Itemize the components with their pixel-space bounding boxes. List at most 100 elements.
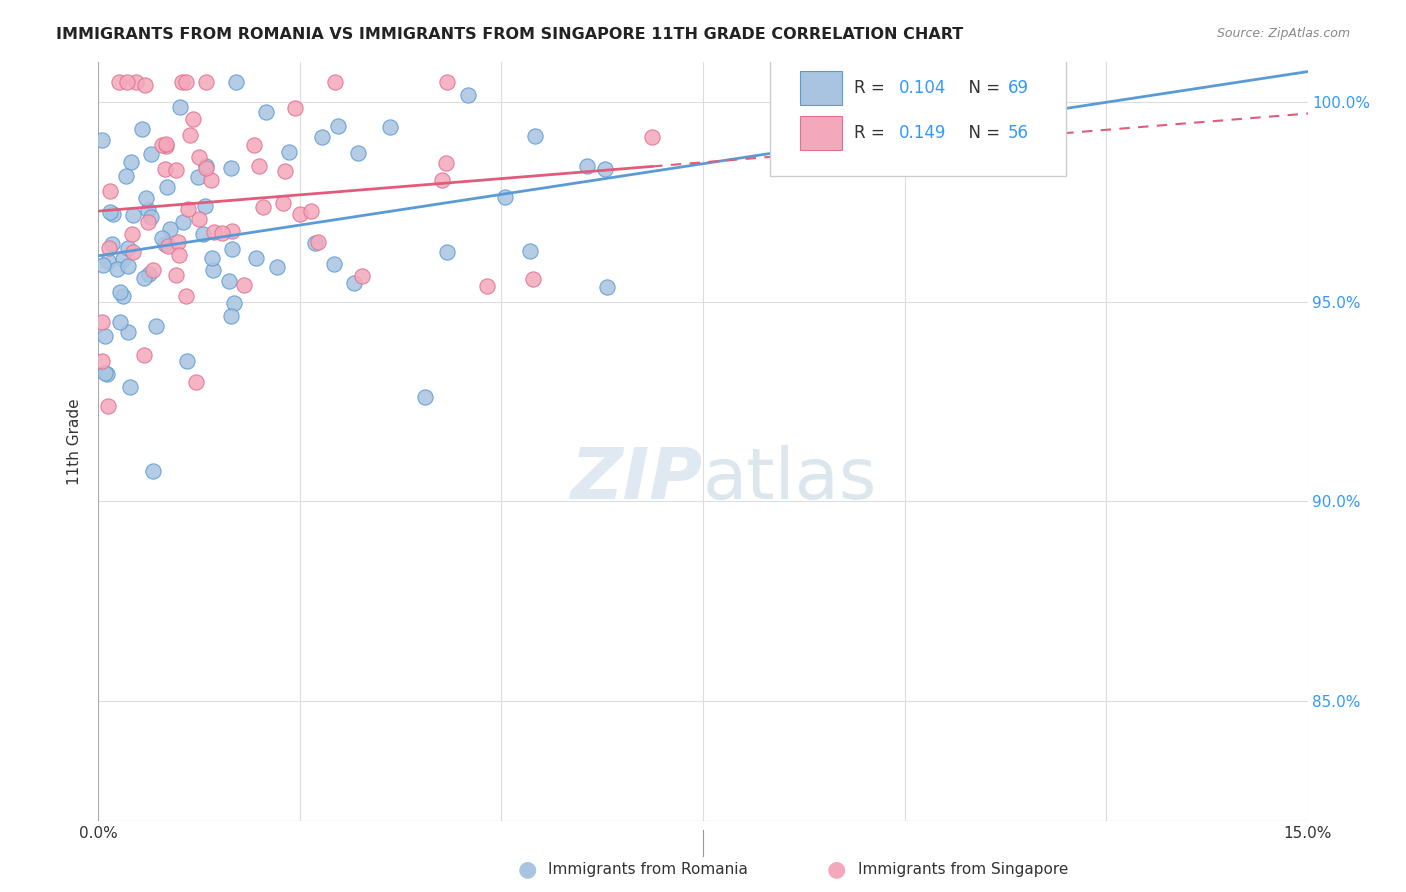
Point bbox=[97, 253, 120, 268]
Point bbox=[219, 161, 242, 175]
Point bbox=[519, 244, 541, 258]
Point bbox=[91, 354, 114, 368]
Point bbox=[165, 163, 187, 178]
Point bbox=[112, 288, 135, 302]
Point bbox=[98, 241, 121, 255]
Point bbox=[266, 260, 288, 274]
Point bbox=[194, 161, 217, 176]
Point bbox=[136, 215, 159, 229]
Point bbox=[155, 136, 177, 151]
Point bbox=[153, 162, 176, 177]
Text: ●: ● bbox=[827, 860, 846, 880]
Point bbox=[174, 75, 197, 89]
Point bbox=[93, 258, 115, 272]
Point bbox=[218, 274, 240, 288]
Point bbox=[105, 261, 128, 276]
Point bbox=[188, 149, 211, 163]
Point bbox=[278, 145, 301, 159]
Text: Source: ZipAtlas.com: Source: ZipAtlas.com bbox=[1216, 27, 1350, 40]
Text: Immigrants from Singapore: Immigrants from Singapore bbox=[858, 863, 1069, 877]
Point bbox=[150, 137, 173, 152]
Point bbox=[202, 262, 225, 277]
Point bbox=[139, 147, 162, 161]
Point bbox=[436, 156, 458, 170]
Point bbox=[155, 180, 177, 194]
Point bbox=[131, 121, 153, 136]
Text: 69: 69 bbox=[1008, 79, 1029, 97]
Point bbox=[194, 75, 217, 89]
Point bbox=[200, 172, 222, 186]
Point bbox=[156, 239, 179, 253]
Point bbox=[247, 159, 270, 173]
Point bbox=[299, 203, 322, 218]
Point bbox=[225, 75, 247, 89]
Y-axis label: 11th Grade: 11th Grade bbox=[67, 398, 83, 485]
Point bbox=[304, 235, 326, 250]
Point bbox=[117, 259, 139, 273]
Point bbox=[224, 295, 246, 310]
Point bbox=[380, 120, 402, 135]
Point bbox=[576, 159, 599, 173]
Point bbox=[436, 244, 458, 259]
Point bbox=[211, 226, 233, 240]
Text: 0.149: 0.149 bbox=[898, 125, 946, 143]
Point bbox=[243, 137, 266, 152]
Point bbox=[132, 348, 155, 362]
Point bbox=[179, 128, 201, 142]
Point bbox=[457, 88, 479, 103]
Point bbox=[343, 276, 366, 290]
Point bbox=[254, 104, 277, 119]
Point bbox=[352, 268, 374, 283]
Point bbox=[201, 251, 224, 265]
Point bbox=[145, 318, 167, 333]
Point bbox=[91, 315, 114, 329]
Point bbox=[524, 128, 547, 143]
Point bbox=[114, 169, 136, 183]
Point bbox=[138, 268, 160, 282]
Point bbox=[142, 464, 165, 478]
Bar bbox=[800, 116, 842, 150]
Point bbox=[307, 235, 329, 250]
Point bbox=[174, 288, 197, 302]
Point bbox=[522, 272, 544, 286]
Text: N =: N = bbox=[957, 125, 1005, 143]
Point bbox=[159, 222, 181, 236]
Text: atlas: atlas bbox=[703, 445, 877, 514]
Point bbox=[134, 78, 156, 92]
Text: 0.104: 0.104 bbox=[898, 79, 946, 97]
Point bbox=[245, 251, 267, 265]
Point bbox=[219, 310, 242, 324]
Point bbox=[172, 215, 194, 229]
Point bbox=[169, 100, 191, 114]
Point bbox=[167, 248, 190, 262]
Text: R =: R = bbox=[855, 79, 890, 97]
Bar bbox=[800, 71, 842, 105]
Point bbox=[94, 329, 117, 343]
Point bbox=[195, 159, 218, 173]
Point bbox=[97, 399, 120, 413]
Point bbox=[112, 252, 135, 267]
Point bbox=[91, 133, 114, 147]
Point bbox=[122, 245, 145, 260]
Point bbox=[122, 208, 145, 222]
Point bbox=[165, 268, 187, 283]
Text: N =: N = bbox=[957, 79, 1005, 97]
Point bbox=[252, 200, 274, 214]
Point bbox=[346, 145, 368, 160]
Point bbox=[117, 75, 139, 89]
Point bbox=[181, 112, 204, 126]
Point bbox=[596, 280, 619, 294]
Point bbox=[233, 278, 256, 293]
Point bbox=[187, 170, 209, 185]
Point bbox=[593, 162, 616, 177]
Point bbox=[94, 366, 117, 380]
Point bbox=[120, 380, 142, 394]
Point bbox=[103, 207, 125, 221]
Point bbox=[430, 173, 453, 187]
Point bbox=[641, 130, 664, 145]
Point bbox=[125, 75, 148, 89]
Point bbox=[167, 235, 190, 250]
Point bbox=[288, 207, 311, 221]
Text: 56: 56 bbox=[1008, 125, 1029, 143]
Point bbox=[194, 198, 217, 212]
